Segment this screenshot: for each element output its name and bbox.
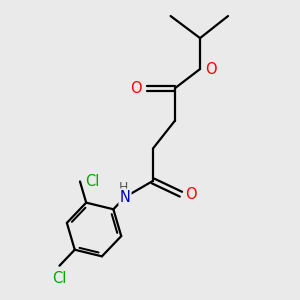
Text: H: H <box>119 181 128 194</box>
Text: O: O <box>206 61 217 76</box>
Text: O: O <box>185 187 197 202</box>
Text: Cl: Cl <box>52 271 67 286</box>
Text: N: N <box>119 190 130 205</box>
Text: Cl: Cl <box>85 174 100 189</box>
Text: O: O <box>130 81 142 96</box>
